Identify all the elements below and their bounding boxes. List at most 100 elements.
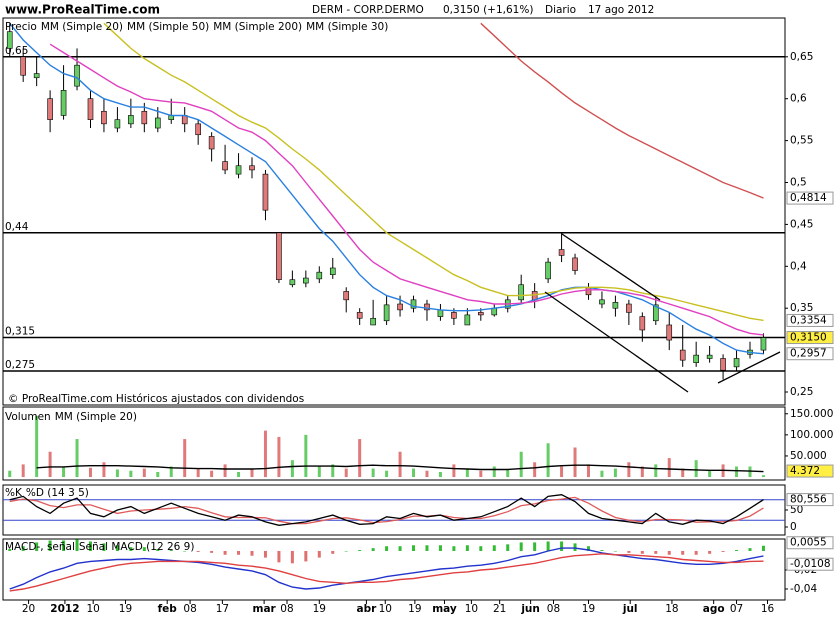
volume-bar	[708, 470, 712, 478]
volume-bar	[263, 430, 267, 478]
value-label-text: -0,0108	[790, 558, 831, 570]
series-line	[9, 496, 764, 525]
candle-body	[451, 312, 457, 319]
candle-body	[195, 123, 201, 136]
histogram-bar	[412, 545, 416, 551]
histogram-bar	[748, 548, 752, 551]
histogram-bar	[694, 550, 698, 555]
candle-body	[249, 165, 255, 171]
x-tick-label: 10	[86, 603, 99, 615]
x-tick-label: 10	[465, 603, 478, 615]
histogram-bar	[210, 550, 214, 553]
y-tick-label: 0,35	[790, 302, 813, 314]
x-tick-label: may	[432, 603, 457, 615]
histogram-bar	[48, 540, 52, 551]
volume-bar	[438, 471, 442, 478]
x-tick-label: mar	[253, 603, 277, 615]
candle-body	[329, 267, 336, 275]
volume-bar	[506, 469, 510, 478]
value-label: 80,556	[786, 493, 834, 507]
legend-entry: MM (Simple 20)	[41, 21, 123, 33]
x-tick-label: 2012	[50, 603, 79, 615]
histogram-bar	[290, 550, 294, 564]
chart-subtitle: 0,3150 (+1,61%)	[443, 4, 533, 16]
y-tick-label: 0,55	[790, 135, 813, 147]
candle-body	[370, 317, 376, 326]
histogram-bar	[115, 545, 119, 551]
histogram-bar	[681, 550, 685, 555]
volume-bar	[613, 468, 617, 478]
volume-bar	[142, 468, 146, 478]
volume-bar	[735, 466, 739, 478]
histogram-bar	[371, 548, 375, 551]
value-label: 0,3150	[786, 331, 834, 345]
value-label-text: 0,3354	[790, 314, 827, 326]
x-tick-label: jun	[520, 603, 540, 615]
value-label-text: 4.372	[790, 465, 820, 477]
volume-bar	[75, 439, 79, 478]
candle-body	[693, 354, 699, 363]
candle-body	[679, 349, 686, 361]
candle-body	[276, 232, 282, 281]
x-tick-label: feb	[158, 603, 178, 615]
x-tick-label: 19	[408, 603, 421, 615]
histogram-bar	[654, 550, 658, 554]
y-tick-label: 50	[790, 504, 803, 516]
y-tick-label: 150.000	[790, 408, 833, 420]
site-name: www.ProRealTime.com	[5, 3, 160, 17]
value-label-box	[786, 464, 834, 478]
histogram-bar	[169, 550, 173, 551]
histogram-bar	[223, 550, 227, 555]
y-tick-label: 0,65	[790, 51, 813, 63]
candle-body	[60, 90, 67, 116]
histogram-bar	[156, 549, 160, 551]
value-label-text: 0,0055	[790, 537, 827, 549]
x-tick-label: 10	[379, 603, 392, 615]
x-tick-label: 19	[119, 603, 132, 615]
volume-bar	[115, 469, 119, 478]
y-tick-label: -0,04	[790, 583, 817, 595]
volume-bar	[586, 464, 590, 478]
legend-entry: Volumen	[5, 411, 51, 423]
candle-body	[652, 304, 659, 322]
histogram-bar	[425, 545, 429, 551]
y-tick-label: 0,5	[790, 177, 807, 189]
legend-entry: Precio	[5, 21, 37, 33]
histogram-bar	[8, 549, 12, 551]
legend-entry: MM (Simple 50)	[127, 21, 209, 33]
candle-body	[235, 165, 242, 175]
histogram-bar	[546, 541, 550, 551]
chart-date: 17 ago 2012	[588, 4, 654, 16]
candle-body	[222, 161, 228, 171]
series-line	[9, 494, 764, 526]
histogram-bar	[263, 550, 267, 558]
x-tick-label: 19	[582, 603, 595, 615]
volume-bar	[331, 464, 335, 478]
volume-bar	[223, 464, 227, 478]
y-tick-label: 0	[790, 521, 797, 533]
histogram-bar	[21, 546, 25, 551]
value-label: 0,3354	[786, 313, 834, 327]
chart-title: DERM - CORP.DERMO	[312, 4, 424, 16]
histogram-bar	[560, 541, 564, 551]
volume-bar	[183, 439, 187, 478]
histogram-bar	[398, 546, 402, 551]
histogram-bar	[452, 546, 456, 551]
x-tick-label: 21	[493, 603, 506, 615]
candle-body	[20, 56, 26, 76]
volume-bar	[344, 468, 348, 478]
candle-body	[585, 286, 592, 296]
candle-body	[303, 277, 309, 284]
candle-body	[545, 261, 551, 280]
histogram-bar	[506, 544, 510, 551]
candle-body	[733, 358, 740, 368]
legend-entry: MM (Simple 200)	[213, 21, 302, 33]
value-label: 4.372	[786, 464, 834, 478]
trend-line	[717, 351, 781, 384]
trend-lines	[544, 233, 781, 393]
histogram-bar	[640, 550, 644, 554]
volume-bar	[237, 471, 241, 478]
value-label-box	[786, 313, 834, 327]
histogram-bar	[761, 545, 765, 551]
